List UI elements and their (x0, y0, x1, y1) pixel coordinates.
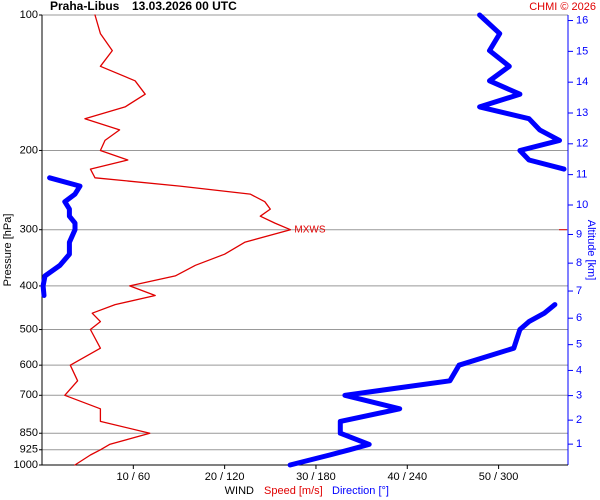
x-tick-label: 10/60 (117, 471, 151, 483)
x-tick-label: 30/180 (296, 471, 336, 483)
y2-tick-label: 12 (576, 138, 588, 150)
direction-line (287, 302, 558, 468)
x-tick-label: 40 /240 (387, 471, 427, 483)
y-tick-label: 600 (20, 359, 38, 371)
x2-tick-direction: 120 (226, 471, 244, 483)
y2-tick-label: 15 (576, 45, 588, 57)
x-tick-speed: 40 (387, 471, 399, 483)
x-tick-separator: / (311, 471, 315, 483)
credit: CHMI © 2026 (529, 1, 596, 13)
y2-axis-label: Altitude [km] (585, 220, 597, 281)
y2-tick-label: 16 (576, 14, 588, 26)
y2-tick-label: 8 (576, 257, 582, 269)
x-tick-separator: / (220, 471, 224, 483)
chart-subtitle: 13.03.2026 00 UTC (132, 0, 237, 13)
y2-tick-label: 3 (576, 390, 582, 402)
legend-speed: Speed [m/s] (264, 485, 323, 497)
x-tick-label: 20/120 (205, 471, 245, 483)
annotation: MXWS (294, 224, 325, 235)
y-axis-label: Pressure [hPa] (2, 214, 14, 287)
y2-tick-label: 9 (576, 228, 582, 240)
y2-tick-label: 4 (576, 364, 582, 376)
y2-tick-label: 1 (576, 438, 582, 450)
x-tick-separator: / (403, 471, 407, 483)
y2-tick-label: 6 (576, 312, 582, 324)
x-tick-speed: 30 (296, 471, 308, 483)
x2-tick-direction: 300 (500, 471, 518, 483)
y2-tick-label: 7 (576, 285, 582, 297)
y2-tick-label: 13 (576, 107, 588, 119)
x2-tick-direction: 60 (138, 471, 150, 483)
y-tick-label: 400 (20, 280, 38, 292)
y-tick-label: 925 (20, 444, 38, 456)
x-tick-label: 50/300 (479, 471, 519, 483)
x2-tick-direction: 240 (409, 471, 427, 483)
y2-tick-label: 11 (576, 169, 587, 181)
y2-tick-label: 14 (576, 76, 588, 88)
x-axis-label: WIND (225, 485, 254, 497)
x-tick-speed: 20 (205, 471, 217, 483)
x-tick-separator: / (494, 471, 498, 483)
y-tick-label: 100 (20, 9, 38, 21)
y-tick-label: 1000 (14, 459, 38, 471)
x2-tick-direction: 180 (317, 471, 335, 483)
y2-tick-label: 10 (576, 199, 588, 211)
y-tick-label: 700 (20, 389, 38, 401)
x-tick-separator: / (132, 471, 136, 483)
chart-title: Praha-Libus (50, 0, 120, 13)
direction-line (40, 175, 83, 298)
y2-tick-label: 5 (576, 339, 582, 351)
y-tick-label: 300 (20, 224, 38, 236)
direction-line (477, 12, 567, 172)
legend-direction: Direction [°] (332, 485, 389, 497)
y-tick-label: 500 (20, 323, 38, 335)
x-tick-speed: 10 (117, 471, 129, 483)
y2-tick-label: 2 (576, 414, 582, 426)
y-tick-label: 850 (20, 427, 38, 439)
x-tick-speed: 50 (479, 471, 491, 483)
y-tick-label: 200 (20, 144, 38, 156)
speed-line (64, 14, 292, 466)
